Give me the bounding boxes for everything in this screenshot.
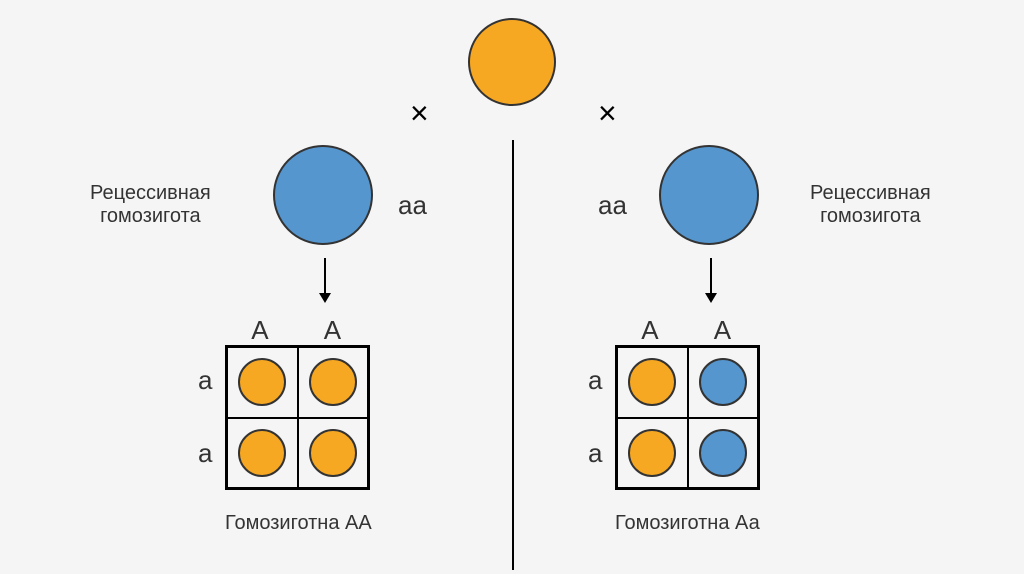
left-punnett-square	[225, 345, 370, 490]
right-col-label-0: А	[641, 315, 658, 346]
right-caption: Гомозиготна Аа	[615, 512, 760, 535]
left-offspring-2	[238, 429, 286, 477]
left-side-label-line1: Рецессивная	[90, 182, 211, 205]
right-punnett-cell-3	[688, 418, 759, 489]
right-punnett-square	[615, 345, 760, 490]
right-row-label-0: а	[588, 365, 602, 396]
right-punnett-cell-2	[617, 418, 688, 489]
left-punnett-cell-1	[298, 347, 369, 418]
left-row-label-0: а	[198, 365, 212, 396]
right-arrow-head	[705, 293, 717, 303]
top-parent-circle	[468, 18, 556, 106]
left-arrow	[319, 258, 331, 303]
left-punnett-cell-0	[227, 347, 298, 418]
left-offspring-1	[309, 358, 357, 406]
left-col-label-0: А	[251, 315, 268, 346]
left-offspring-0	[238, 358, 286, 406]
right-side-label: Рецессивная гомозигота	[810, 182, 931, 228]
right-col-label-1: А	[714, 315, 731, 346]
left-col-label-1: А	[324, 315, 341, 346]
left-caption: Гомозиготна АА	[225, 512, 372, 535]
right-arrow-line	[710, 258, 712, 293]
right-row-label-1: а	[588, 438, 602, 469]
right-punnett-cell-0	[617, 347, 688, 418]
right-side-label-line2: гомозигота	[810, 205, 931, 228]
right-arrow	[705, 258, 717, 303]
right-offspring-2	[628, 429, 676, 477]
left-offspring-3	[309, 429, 357, 477]
left-side-label: Рецессивная гомозигота	[90, 182, 211, 228]
right-offspring-3	[699, 429, 747, 477]
right-punnett-cell-1	[688, 347, 759, 418]
left-blue-circle	[273, 145, 373, 245]
right-blue-circle	[659, 145, 759, 245]
center-divider	[512, 140, 514, 570]
left-punnett-cell-2	[227, 418, 298, 489]
diagram-container: × аа Рецессивная гомозигота А А а а Гомо…	[0, 0, 1024, 574]
left-side-label-line2: гомозигота	[90, 205, 211, 228]
right-cross-symbol: ×	[598, 95, 617, 132]
left-genotype-label: аа	[398, 190, 427, 221]
right-side-label-line1: Рецессивная	[810, 182, 931, 205]
left-row-label-1: а	[198, 438, 212, 469]
left-punnett-cell-3	[298, 418, 369, 489]
left-arrow-line	[324, 258, 326, 293]
left-cross-symbol: ×	[410, 95, 429, 132]
left-arrow-head	[319, 293, 331, 303]
right-genotype-label: аа	[598, 190, 627, 221]
right-offspring-1	[699, 358, 747, 406]
right-offspring-0	[628, 358, 676, 406]
